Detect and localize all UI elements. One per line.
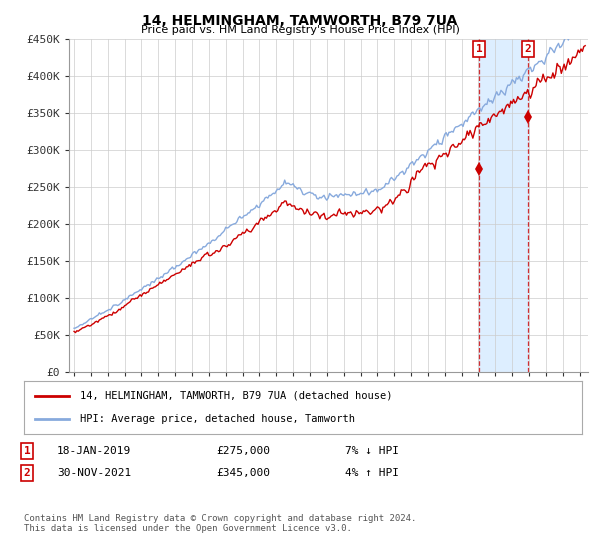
Text: 2: 2	[524, 44, 531, 54]
Text: 7% ↓ HPI: 7% ↓ HPI	[345, 446, 399, 456]
Text: £275,000: £275,000	[216, 446, 270, 456]
Text: 1: 1	[23, 446, 31, 456]
Text: 2: 2	[23, 468, 31, 478]
Text: 1: 1	[476, 44, 482, 54]
Text: 14, HELMINGHAM, TAMWORTH, B79 7UA: 14, HELMINGHAM, TAMWORTH, B79 7UA	[142, 14, 458, 28]
Bar	[479, 39, 527, 372]
Text: HPI: Average price, detached house, Tamworth: HPI: Average price, detached house, Tamw…	[80, 414, 355, 424]
Text: 14, HELMINGHAM, TAMWORTH, B79 7UA (detached house): 14, HELMINGHAM, TAMWORTH, B79 7UA (detac…	[80, 391, 392, 401]
Text: 30-NOV-2021: 30-NOV-2021	[57, 468, 131, 478]
Text: Contains HM Land Registry data © Crown copyright and database right 2024.
This d: Contains HM Land Registry data © Crown c…	[24, 514, 416, 533]
Text: £345,000: £345,000	[216, 468, 270, 478]
Text: 18-JAN-2019: 18-JAN-2019	[57, 446, 131, 456]
Text: 4% ↑ HPI: 4% ↑ HPI	[345, 468, 399, 478]
Text: Price paid vs. HM Land Registry's House Price Index (HPI): Price paid vs. HM Land Registry's House …	[140, 25, 460, 35]
